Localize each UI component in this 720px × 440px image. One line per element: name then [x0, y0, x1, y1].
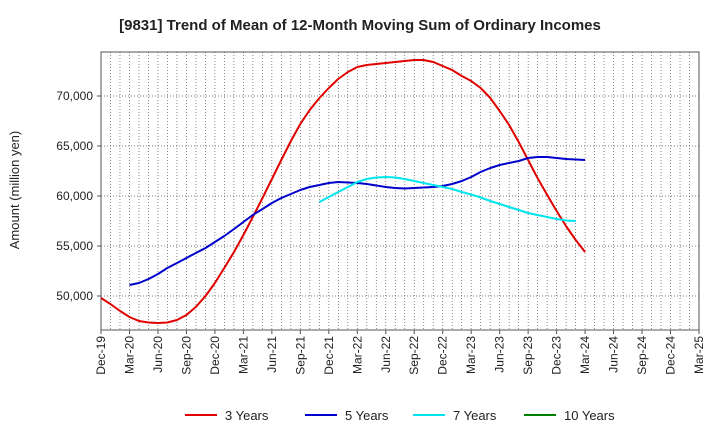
- x-tick-label: Sep-20: [179, 336, 193, 375]
- chart-title: [9831] Trend of Mean of 12-Month Moving …: [119, 17, 601, 34]
- legend-label: 3 Years: [225, 408, 269, 423]
- legend-label: 7 Years: [453, 408, 497, 423]
- x-tick-label: Dec-23: [550, 336, 564, 375]
- x-tick-label: Mar-24: [578, 336, 592, 374]
- legend-label: 5 Years: [345, 408, 389, 423]
- x-tick-label: Mar-20: [122, 336, 136, 374]
- x-tick-label: Mar-21: [236, 336, 250, 374]
- y-tick-labels: 50,000 55,000 60,000 65,000 70,000: [56, 89, 101, 303]
- x-tick-label: Jun-23: [493, 336, 507, 373]
- y-tick-label: 65,000: [56, 139, 93, 153]
- legend-item: 5 Years: [305, 408, 389, 423]
- plot-area: [100, 51, 700, 331]
- x-tick-label: Sep-23: [521, 336, 535, 375]
- legend-label: 10 Years: [564, 408, 615, 423]
- y-axis-label: Amount (million yen): [7, 131, 22, 250]
- series-line-7-years: [318, 176, 576, 222]
- x-tick-label: Mar-23: [464, 336, 478, 374]
- x-tick-label: Sep-22: [407, 336, 421, 375]
- x-tick-label: Sep-24: [635, 336, 649, 375]
- y-tick-label: 55,000: [56, 239, 93, 253]
- x-tick-label: Jun-20: [151, 336, 165, 373]
- x-tick-label: Dec-22: [436, 336, 450, 375]
- x-tick-label: Jun-21: [265, 336, 279, 373]
- x-tick-label: Jun-24: [607, 336, 621, 373]
- y-tick-label: 70,000: [56, 89, 93, 103]
- x-tick-label: Dec-21: [322, 336, 336, 375]
- legend-item: 7 Years: [413, 408, 497, 423]
- x-tick-label: Mar-25: [692, 336, 706, 374]
- series-line-3-years: [100, 59, 586, 324]
- legend-item: 3 Years: [185, 408, 269, 423]
- x-tick-label: Jun-22: [379, 336, 393, 373]
- x-tick-label: Dec-19: [94, 336, 108, 375]
- legend: 3 Years 5 Years 7 Years 10 Years: [185, 408, 615, 423]
- y-tick-label: 60,000: [56, 189, 93, 203]
- x-tick-label: Mar-22: [350, 336, 364, 374]
- x-tick-label: Dec-20: [208, 336, 222, 375]
- x-tick-labels: Dec-19 Mar-20 Jun-20 Sep-20 Dec-20 Mar-21 Jun-…: [94, 330, 706, 375]
- y-tick-label: 50,000: [56, 289, 93, 303]
- x-tick-label: Dec-24: [664, 336, 678, 375]
- legend-item: 10 Years: [524, 408, 615, 423]
- series-lines: [100, 59, 586, 324]
- x-tick-label: Sep-21: [293, 336, 307, 375]
